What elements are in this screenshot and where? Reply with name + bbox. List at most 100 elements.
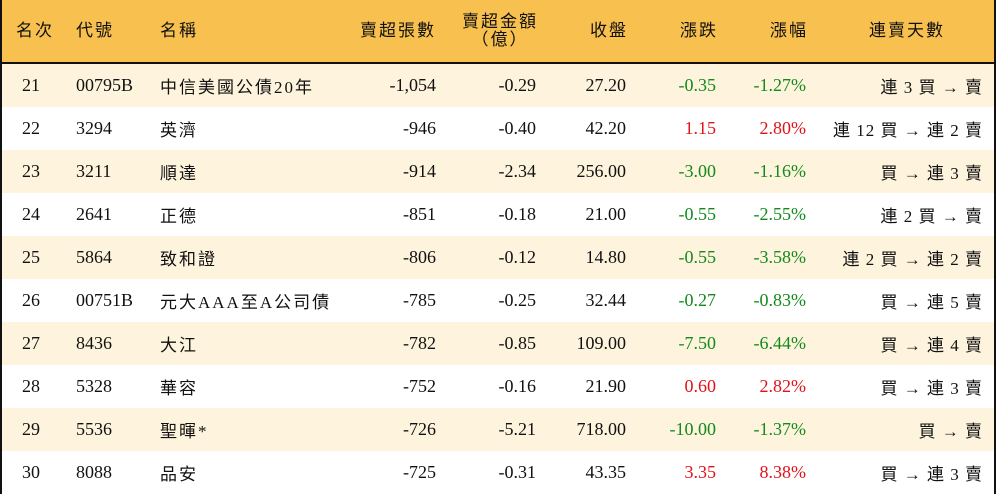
close-price-cell: 43.35: [585, 462, 627, 482]
close-price-cell: 21.00: [585, 204, 627, 224]
rank-cell: 28: [22, 376, 40, 396]
code-cell: 5536: [76, 419, 112, 439]
change-cell: -7.50: [678, 333, 717, 353]
change-cell: 0.60: [684, 376, 717, 396]
table-row[interactable]: 30 8088 品安 -725 -0.31 43.35 3.35 8.38% 買 → 連 3 賣: [2, 451, 994, 494]
net-sell-amount-cell: -0.29: [498, 75, 537, 95]
change-cell: 3.35: [684, 462, 717, 482]
change-pct-cell: -6.44%: [753, 333, 807, 353]
streak-cell: 買 → 連 3 賣: [880, 465, 983, 484]
table-header: 名次 代號 名稱 賣超張數 賣超金額 （億） 收盤 漲跌 漲幅 連賣天數: [2, 0, 994, 64]
streak-cell: 買 → 賣: [918, 422, 983, 441]
net-sell-lots-cell: -806: [403, 247, 436, 267]
name-cell: 致和證: [160, 250, 217, 269]
streak-cell: 買 → 連 5 賣: [880, 293, 983, 312]
net-sell-amount-cell: -0.40: [498, 118, 537, 138]
table-row[interactable]: 29 5536 聖暉* -726 -5.21 718.00 -10.00 -1.37% 買 → …: [2, 408, 994, 451]
code-cell: 3294: [76, 118, 112, 138]
rank-cell: 23: [22, 161, 40, 181]
name-cell: 聖暉*: [160, 422, 209, 441]
streak-cell: 連 3 買 → 賣: [880, 78, 983, 97]
header-name: 名稱: [160, 21, 198, 40]
change-pct-cell: 8.38%: [759, 462, 807, 482]
streak-cell: 連 12 買 → 連 2 賣: [833, 121, 983, 140]
table-row[interactable]: 24 2641 正德 -851 -0.18 21.00 -0.55 -2.55% 連 2 買 →…: [2, 193, 994, 236]
name-cell: 大江: [160, 336, 198, 355]
close-price-cell: 14.80: [585, 247, 627, 267]
table-row[interactable]: 23 3211 順達 -914 -2.34 256.00 -3.00 -1.16% 買 → 連 …: [2, 150, 994, 193]
header-close: 收盤: [590, 21, 628, 40]
change-pct-cell: -1.37%: [753, 419, 807, 439]
net-sell-lots-cell: -785: [403, 290, 436, 310]
close-price-cell: 27.20: [585, 75, 627, 95]
change-pct-cell: -1.16%: [753, 161, 807, 181]
change-cell: -0.35: [678, 75, 717, 95]
change-cell: -0.27: [678, 290, 717, 310]
table-row[interactable]: 26 00751B 元大AAA至A公司債 -785 -0.25 32.44 -0.27 -0.…: [2, 279, 994, 322]
header-rank: 名次: [16, 21, 54, 40]
rank-cell: 21: [22, 75, 40, 95]
net-sell-lots-cell: -752: [403, 376, 436, 396]
code-cell: 5328: [76, 376, 112, 396]
close-price-cell: 256.00: [576, 161, 627, 181]
net-sell-lots-cell: -725: [403, 462, 436, 482]
streak-cell: 買 → 連 3 賣: [880, 164, 983, 183]
table-row[interactable]: 25 5864 致和證 -806 -0.12 14.80 -0.55 -3.58% 連 2 買 …: [2, 236, 994, 279]
net-sell-lots-cell: -946: [403, 118, 436, 138]
streak-cell: 連 2 買 → 連 2 賣: [842, 250, 983, 269]
rank-cell: 26: [22, 290, 40, 310]
header-change: 漲跌: [680, 21, 718, 40]
rank-cell: 22: [22, 118, 40, 138]
net-sell-lots-cell: -782: [403, 333, 436, 353]
rank-cell: 25: [22, 247, 40, 267]
change-cell: -0.55: [678, 247, 717, 267]
change-pct-cell: -0.83%: [753, 290, 807, 310]
net-sell-amount-cell: -0.12: [498, 247, 537, 267]
header-change-pct: 漲幅: [770, 21, 808, 40]
streak-cell: 買 → 連 3 賣: [880, 379, 983, 398]
net-sell-lots-cell: -914: [403, 161, 436, 181]
header-net-sell-amount-unit: （億）: [471, 30, 529, 49]
name-cell: 中信美國公債20年: [160, 78, 314, 97]
code-cell: 00751B: [76, 290, 134, 310]
change-pct-cell: -2.55%: [753, 204, 807, 224]
name-cell: 正德: [160, 207, 198, 226]
rank-cell: 24: [22, 204, 40, 224]
header-net-sell-amount-label: 賣超金額: [462, 12, 538, 31]
change-pct-cell: 2.82%: [759, 376, 807, 396]
table-row[interactable]: 21 00795B 中信美國公債20年 -1,054 -0.29 27.20 -0.35 -1…: [2, 64, 994, 107]
close-price-cell: 21.90: [585, 376, 627, 396]
net-sell-lots-cell: -1,054: [389, 75, 437, 95]
streak-cell: 買 → 連 4 賣: [880, 336, 983, 355]
net-sell-amount-cell: -0.85: [498, 333, 537, 353]
change-cell: -10.00: [669, 419, 717, 439]
close-price-cell: 109.00: [576, 333, 627, 353]
net-sell-amount-cell: -0.16: [498, 376, 537, 396]
header-net-sell-amount: 賣超金額 （億）: [450, 0, 550, 62]
table-row[interactable]: 22 3294 英濟 -946 -0.40 42.20 1.15 2.80% 連 12 買 → …: [2, 107, 994, 150]
net-sell-lots-cell: -851: [403, 204, 436, 224]
code-cell: 00795B: [76, 75, 134, 95]
rank-cell: 30: [22, 462, 40, 482]
close-price-cell: 718.00: [576, 419, 627, 439]
name-cell: 順達: [160, 164, 198, 183]
header-streak: 連賣天數: [869, 21, 945, 40]
close-price-cell: 42.20: [585, 118, 627, 138]
code-cell: 2641: [76, 204, 112, 224]
streak-cell: 連 2 買 → 賣: [880, 207, 983, 226]
header-net-sell-lots: 賣超張數: [360, 21, 436, 40]
change-cell: 1.15: [684, 118, 717, 138]
name-cell: 華容: [160, 379, 198, 398]
net-sell-amount-cell: -0.25: [498, 290, 537, 310]
net-sell-amount-cell: -2.34: [498, 161, 537, 181]
change-pct-cell: 2.80%: [759, 118, 807, 138]
table-row[interactable]: 28 5328 華容 -752 -0.16 21.90 0.60 2.82% 買 → 連 3 賣: [2, 365, 994, 408]
code-cell: 5864: [76, 247, 112, 267]
table-row[interactable]: 27 8436 大江 -782 -0.85 109.00 -7.50 -6.44% 買 → 連 …: [2, 322, 994, 365]
name-cell: 英濟: [160, 121, 198, 140]
code-cell: 3211: [76, 161, 112, 181]
change-cell: -0.55: [678, 204, 717, 224]
net-sell-lots-cell: -726: [403, 419, 436, 439]
close-price-cell: 32.44: [585, 290, 627, 310]
